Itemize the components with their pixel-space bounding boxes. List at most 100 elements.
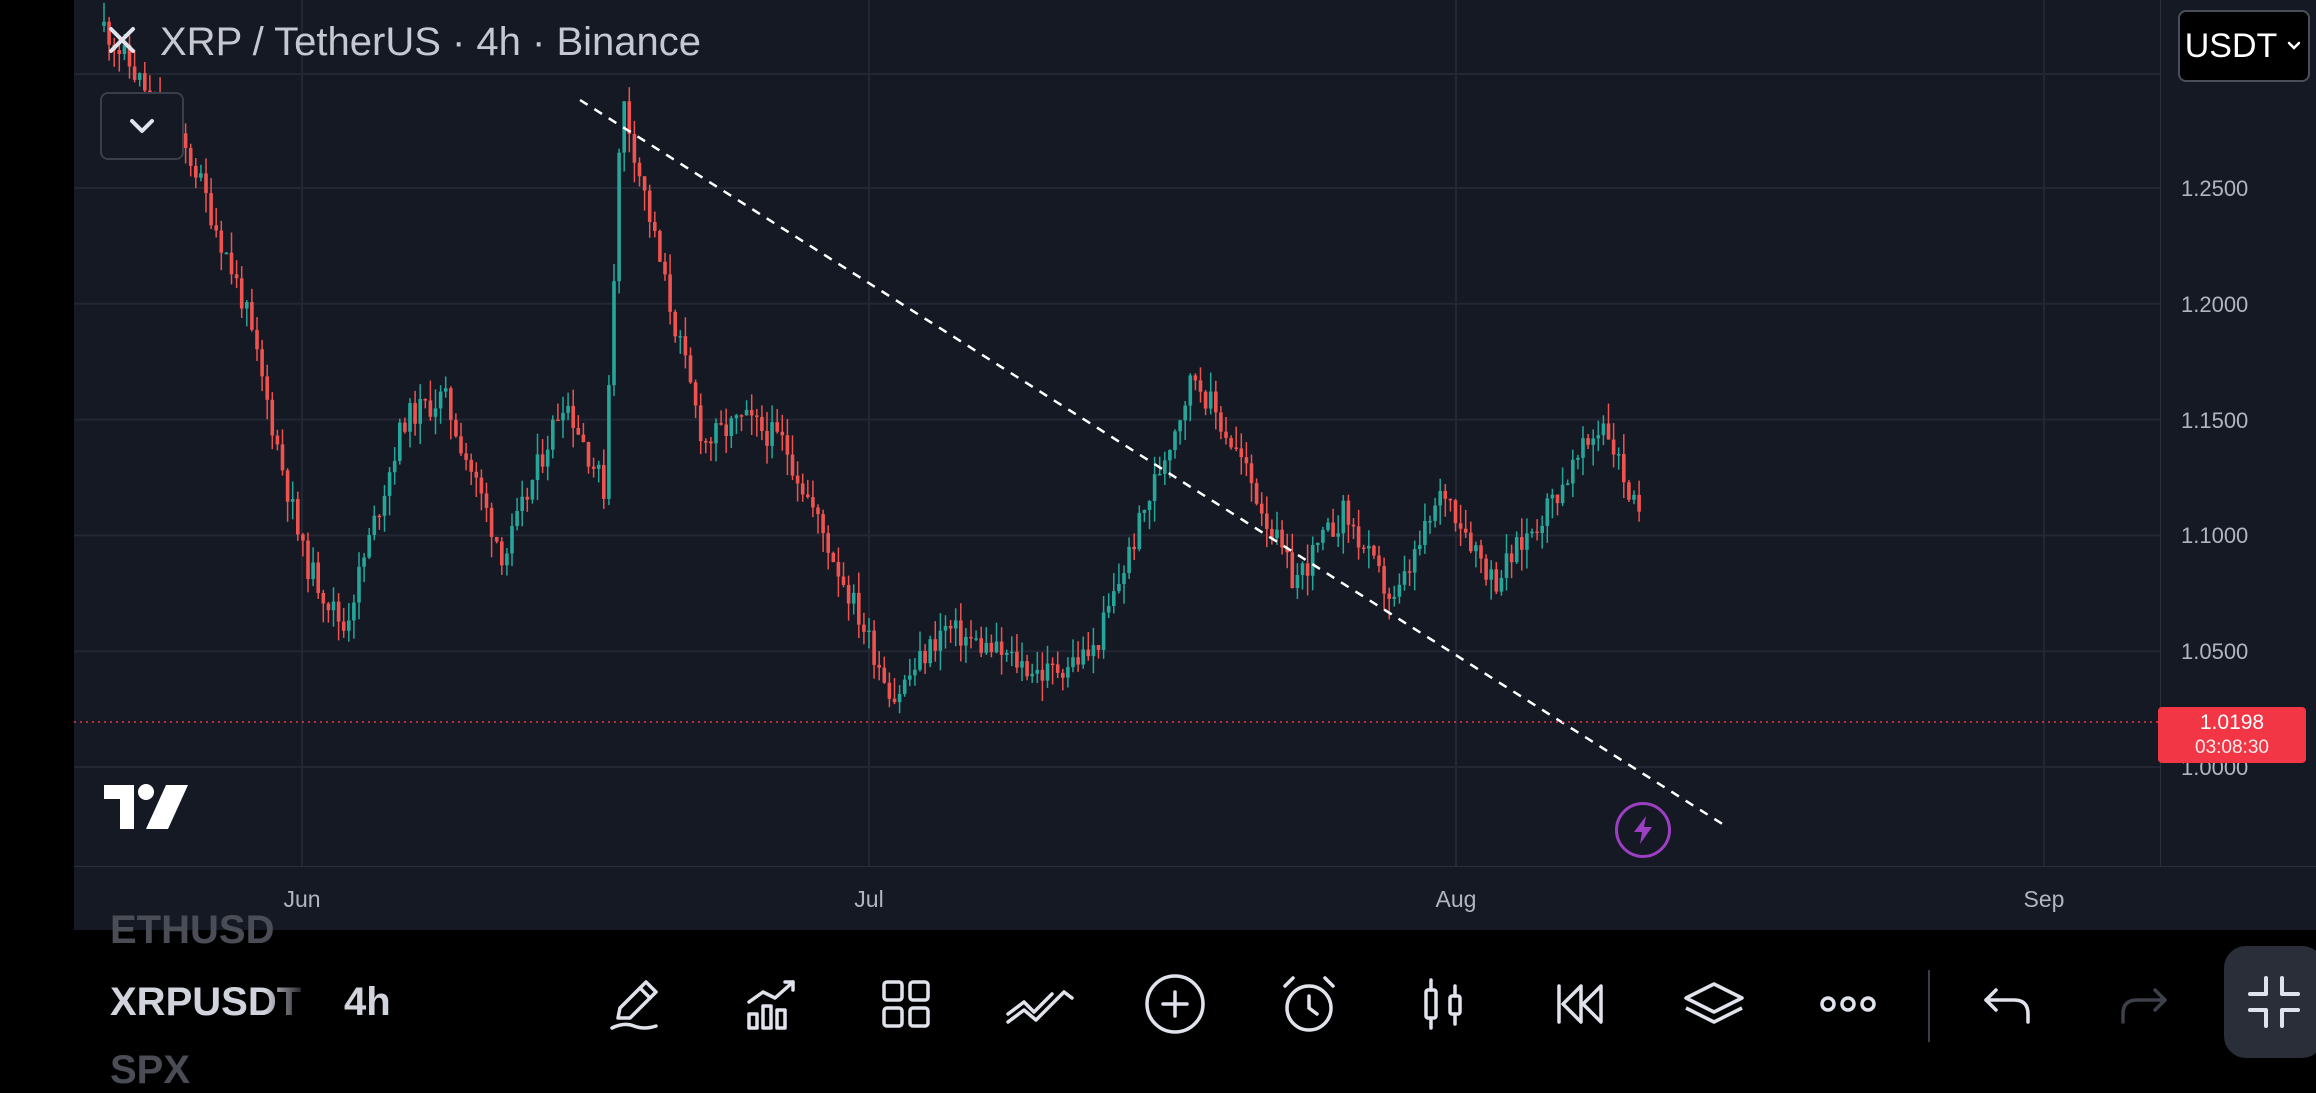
candle-body	[1168, 450, 1172, 461]
candle-body	[357, 566, 361, 603]
candle-body	[1484, 558, 1488, 580]
lightning-icon[interactable]	[1615, 802, 1671, 858]
price-label: 1.1500	[2181, 408, 2248, 433]
candle-body	[704, 441, 708, 443]
price-chart[interactable]: 1.2500 1.2000 1.1500 1.1000 1.0500 1.000…	[74, 0, 2316, 930]
redo-icon[interactable]	[2103, 966, 2183, 1042]
candle-body	[418, 398, 422, 424]
candle-body	[602, 464, 606, 499]
candle-body	[953, 620, 958, 629]
candle-body	[224, 252, 229, 255]
candle-body	[1341, 500, 1346, 534]
candle-body	[280, 444, 285, 471]
candle-body	[1586, 438, 1590, 445]
candle-body	[1520, 537, 1524, 550]
candle-body	[540, 454, 545, 467]
symbol-prev[interactable]: ETHUSD	[110, 908, 275, 952]
candle-body	[392, 460, 397, 473]
candle-body	[1086, 649, 1091, 657]
candle-body	[627, 101, 632, 134]
undo-icon[interactable]	[1968, 966, 2048, 1042]
candle-body	[525, 496, 530, 500]
candle-body	[311, 562, 315, 580]
layers-icon[interactable]	[1674, 966, 1754, 1042]
candle-body	[1555, 494, 1560, 504]
candle-body	[851, 592, 856, 604]
candle-body	[1387, 593, 1391, 599]
more-icon[interactable]	[1808, 966, 1888, 1042]
candle-body	[413, 403, 417, 424]
candle-body	[928, 639, 932, 664]
candle-body	[1122, 573, 1126, 585]
candle-body	[377, 515, 382, 518]
pencil-icon[interactable]	[596, 966, 676, 1042]
candle-body	[341, 621, 346, 631]
candle-body	[964, 636, 968, 646]
currency-button[interactable]: USDT	[2178, 10, 2310, 82]
candle-body	[709, 441, 713, 444]
candle-body	[1300, 563, 1305, 575]
exit-fullscreen-button[interactable]	[2224, 946, 2316, 1058]
candles-icon[interactable]	[1404, 966, 1484, 1042]
candle-body	[1331, 522, 1335, 537]
candle-body	[387, 472, 392, 496]
indicators-icon[interactable]	[731, 966, 811, 1042]
candle-body	[143, 73, 147, 91]
candle-body	[790, 454, 795, 476]
candle-body	[107, 21, 111, 45]
replay-icon[interactable]	[1539, 966, 1619, 1042]
chart-area[interactable]: 1.2500 1.2000 1.1500 1.1000 1.0500 1.000…	[74, 0, 2316, 930]
candle-body	[1418, 545, 1422, 550]
candle-body	[1377, 555, 1381, 567]
interval-button[interactable]: 4h	[344, 980, 391, 1024]
candle-body	[826, 533, 830, 553]
candle-body	[459, 436, 463, 454]
close-icon[interactable]	[102, 20, 142, 65]
last-price-tag: 1.0198 03:08:30	[2158, 707, 2306, 763]
candle-body	[556, 419, 560, 422]
candle-body	[1081, 649, 1085, 665]
candle-body	[1045, 663, 1050, 681]
alert-icon[interactable]	[1269, 966, 1349, 1042]
candle-body	[250, 302, 254, 330]
price-label: 1.1000	[2181, 523, 2248, 548]
candle-body	[306, 540, 310, 580]
collapse-legend-button[interactable]	[100, 92, 184, 160]
drawings-icon[interactable]	[1000, 966, 1080, 1042]
symbol-next[interactable]: SPX	[110, 1048, 191, 1092]
candle-body	[596, 464, 601, 469]
candle-body	[1316, 542, 1320, 545]
candle-body	[117, 50, 122, 54]
candle-body	[423, 398, 428, 401]
candle-body	[765, 431, 769, 446]
candle-body	[1494, 569, 1499, 592]
candle-body	[653, 221, 657, 231]
last-price: 1.0198	[2199, 711, 2265, 734]
candle-body	[1504, 553, 1509, 578]
candle-body	[464, 453, 468, 460]
candle-body	[902, 679, 907, 694]
candle-body	[1525, 533, 1529, 550]
candle-body	[1382, 566, 1386, 594]
candle-body	[959, 620, 963, 646]
candle-body	[428, 400, 433, 417]
candle-body	[1361, 547, 1366, 550]
candle-body	[1224, 431, 1228, 438]
candle-body	[1055, 664, 1060, 673]
candle-body	[698, 405, 703, 442]
candle-body	[1198, 380, 1203, 392]
candle-body	[795, 475, 800, 484]
candle-body	[969, 636, 973, 639]
candle-body	[474, 471, 479, 478]
symbol-title[interactable]: XRP / TetherUS · 4h · Binance	[160, 20, 702, 64]
candle-body	[1219, 412, 1223, 432]
candle-body	[382, 495, 387, 516]
candle-body	[877, 664, 881, 668]
add-icon[interactable]	[1135, 966, 1215, 1042]
candle-body	[551, 419, 555, 450]
layouts-icon[interactable]	[866, 966, 946, 1042]
candle-body	[1035, 669, 1040, 674]
candle-body	[1336, 533, 1340, 537]
candle-body	[693, 382, 698, 406]
candle-body	[1560, 484, 1565, 504]
